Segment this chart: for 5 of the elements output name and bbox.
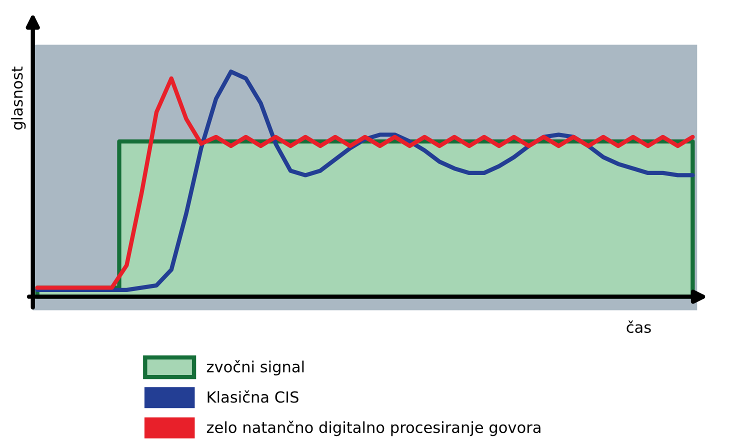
x-axis-title: čas xyxy=(626,320,651,333)
legend-label: Klasična CIS xyxy=(208,390,298,403)
legend-label: zvočni signal xyxy=(206,360,304,376)
y-axis-title: glasnost xyxy=(10,66,26,130)
legend-label: zelo natančno digitalno procesiranje govora xyxy=(206,420,540,436)
